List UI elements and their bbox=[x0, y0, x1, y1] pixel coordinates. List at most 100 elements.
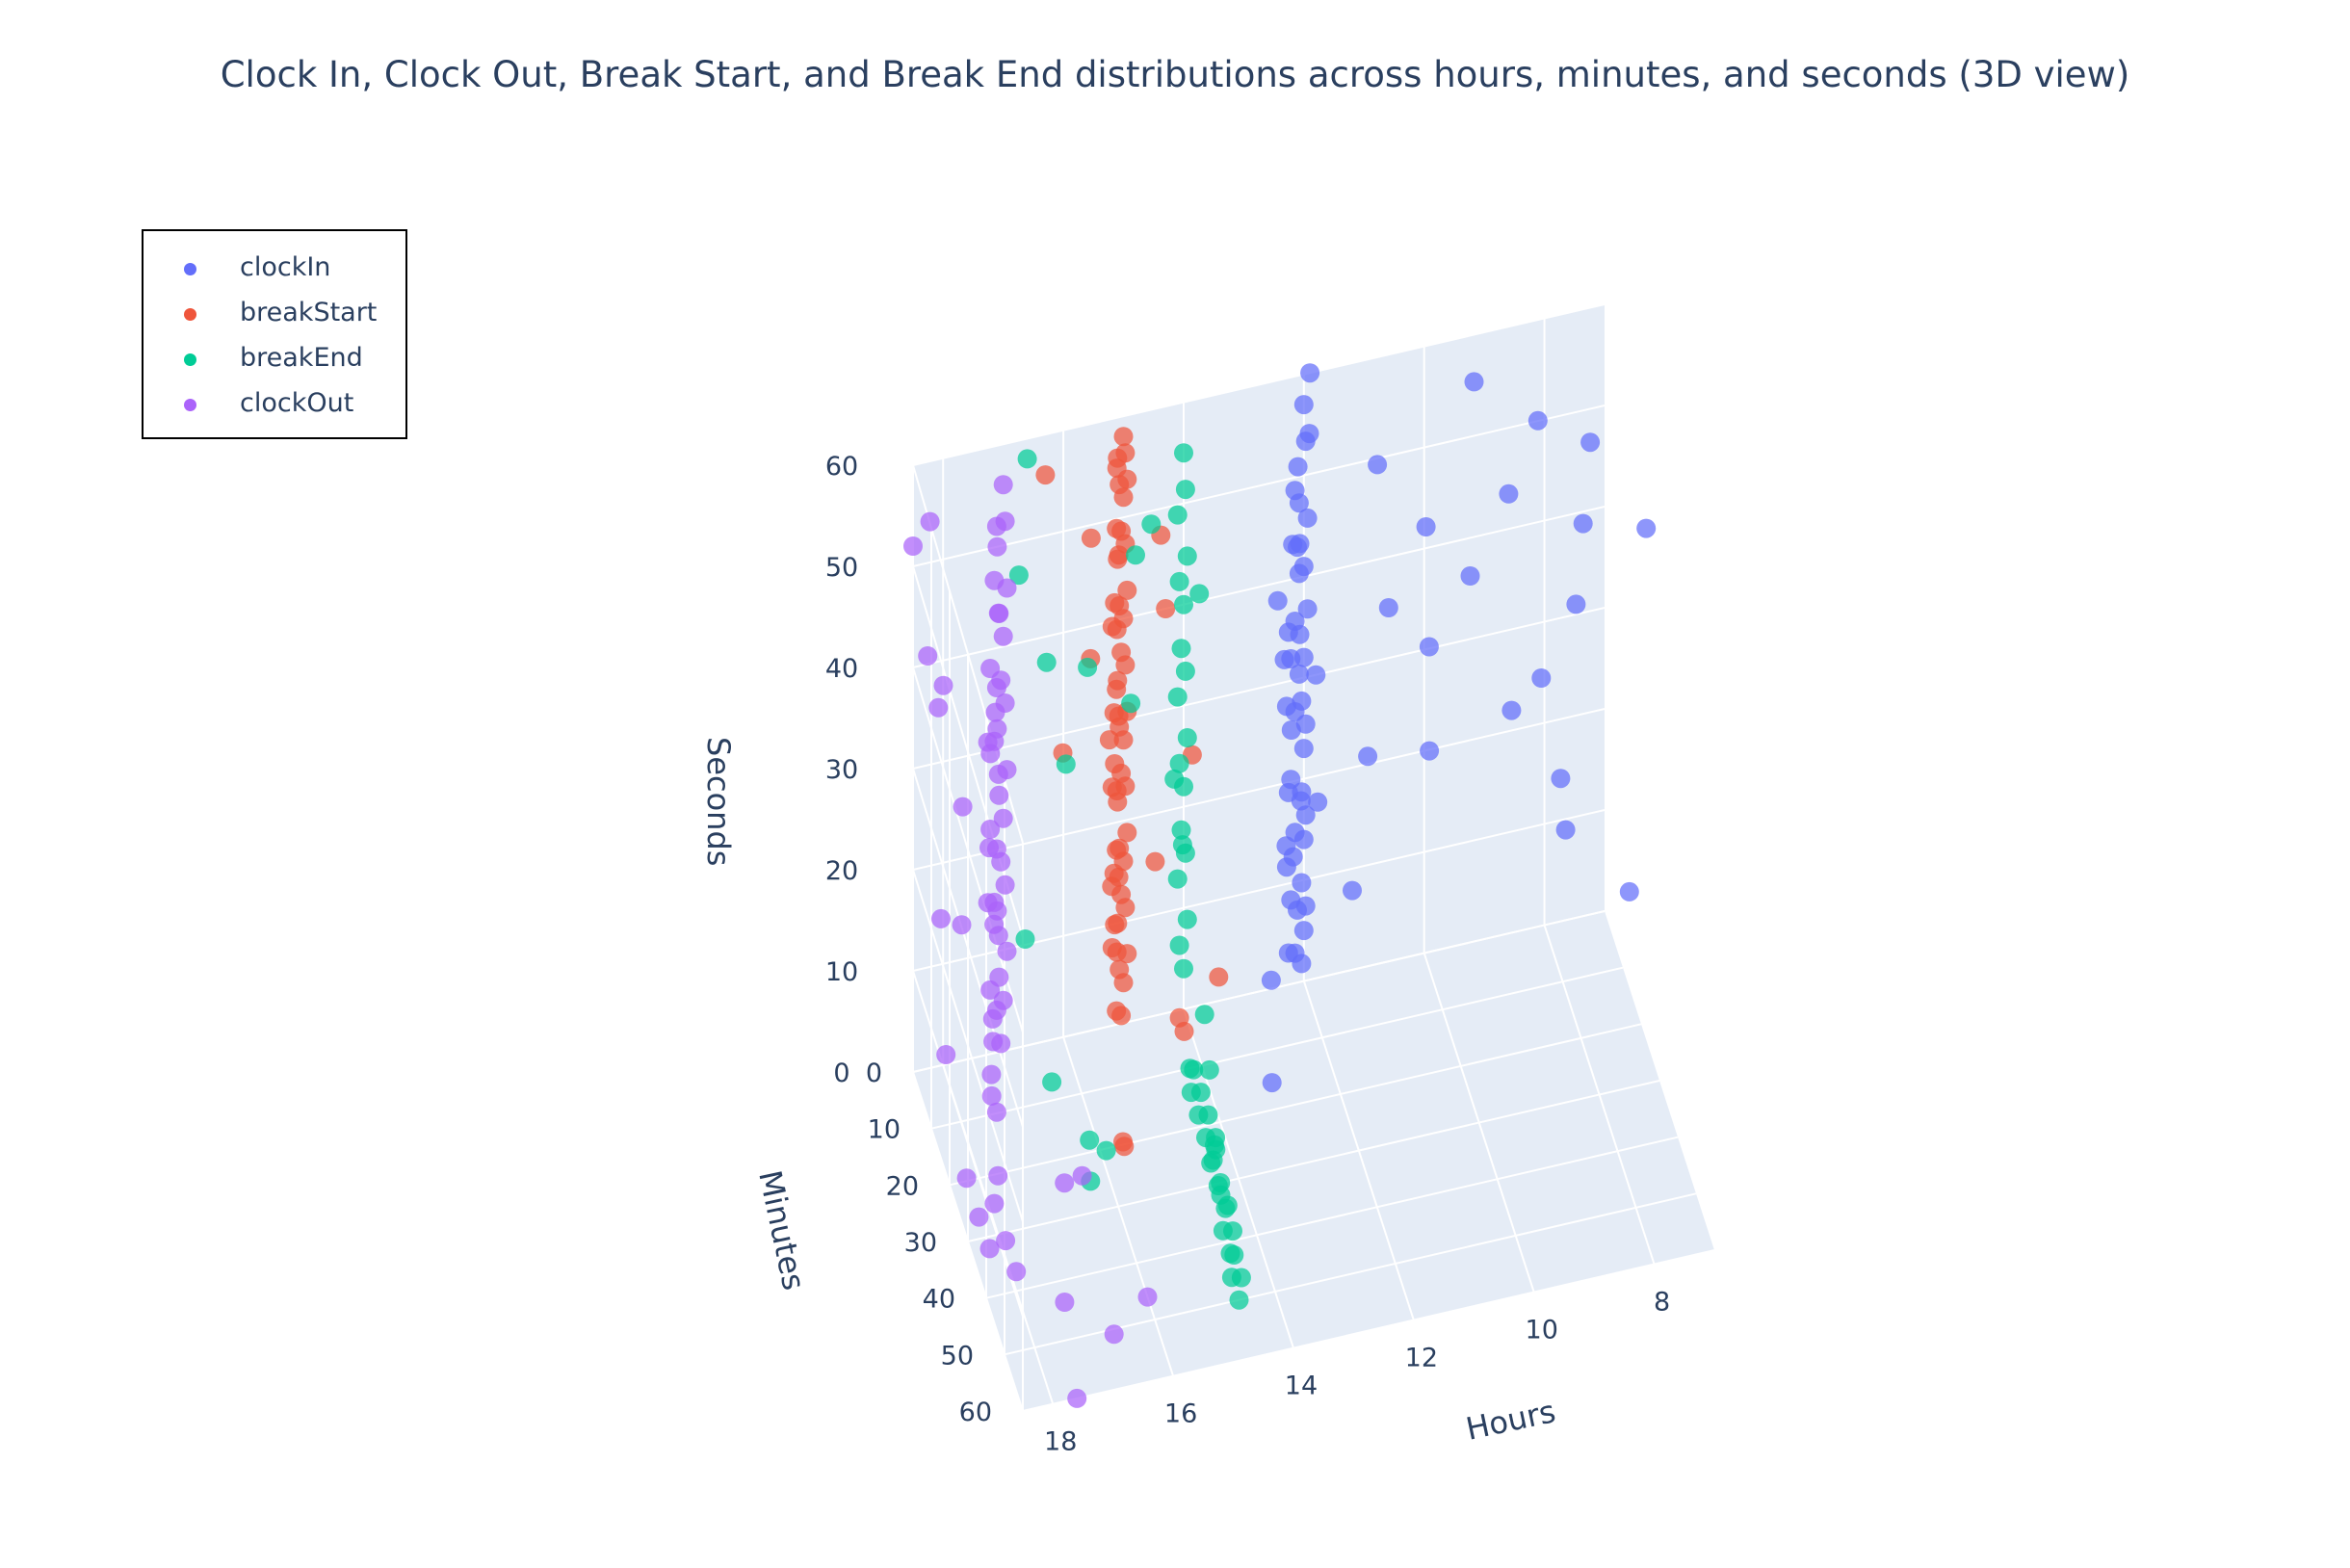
data-point-clockOut[interactable] bbox=[928, 697, 949, 718]
data-point-clockOut[interactable] bbox=[995, 875, 1015, 895]
data-point-breakStart[interactable] bbox=[1117, 580, 1137, 600]
data-point-breakEnd[interactable] bbox=[1177, 546, 1197, 566]
data-point-breakEnd[interactable] bbox=[1121, 693, 1141, 714]
data-point-breakEnd[interactable] bbox=[1167, 869, 1188, 889]
data-point-clockOut[interactable] bbox=[986, 516, 1006, 536]
data-point-clockIn[interactable] bbox=[1281, 720, 1301, 740]
data-point-breakEnd[interactable] bbox=[1194, 1005, 1214, 1025]
data-point-clockIn[interactable] bbox=[1580, 432, 1601, 453]
data-point-clockOut[interactable] bbox=[1072, 1165, 1092, 1186]
data-point-clockOut[interactable] bbox=[931, 908, 951, 928]
data-point-breakEnd[interactable] bbox=[1174, 594, 1193, 614]
data-point-clockIn[interactable] bbox=[1378, 598, 1398, 617]
data-point-breakEnd[interactable] bbox=[1171, 820, 1191, 840]
data-point-breakStart[interactable] bbox=[1107, 458, 1127, 479]
data-point-breakStart[interactable] bbox=[1115, 655, 1136, 675]
data-point-breakEnd[interactable] bbox=[1174, 958, 1193, 979]
data-point-breakEnd[interactable] bbox=[1223, 1221, 1242, 1241]
data-point-clockIn[interactable] bbox=[1281, 890, 1301, 910]
data-point-clockOut[interactable] bbox=[952, 915, 972, 935]
data-point-breakEnd[interactable] bbox=[1164, 769, 1185, 789]
data-point-clockIn[interactable] bbox=[1276, 857, 1296, 877]
data-point-clockOut[interactable] bbox=[969, 1207, 989, 1227]
data-point-breakEnd[interactable] bbox=[1017, 449, 1037, 469]
data-point-breakStart[interactable] bbox=[1109, 545, 1129, 565]
data-point-breakEnd[interactable] bbox=[1206, 1139, 1226, 1160]
data-point-clockOut[interactable] bbox=[1055, 1173, 1075, 1193]
data-point-breakEnd[interactable] bbox=[1189, 584, 1210, 604]
data-point-breakEnd[interactable] bbox=[1008, 565, 1029, 586]
data-point-clockIn[interactable] bbox=[1289, 664, 1309, 684]
data-point-breakEnd[interactable] bbox=[1175, 661, 1195, 681]
data-point-clockIn[interactable] bbox=[1278, 782, 1298, 802]
legend-item-breakend[interactable]: breakEnd bbox=[144, 341, 404, 379]
legend-item-breakstart[interactable]: breakStart bbox=[144, 296, 404, 334]
data-point-clockIn[interactable] bbox=[1297, 508, 1318, 528]
data-point-clockOut[interactable] bbox=[1067, 1388, 1087, 1408]
data-point-clockIn[interactable] bbox=[1299, 424, 1319, 444]
data-point-clockIn[interactable] bbox=[1297, 599, 1318, 619]
data-point-breakStart[interactable] bbox=[1102, 616, 1122, 637]
data-point-clockOut[interactable] bbox=[980, 980, 1001, 1000]
data-point-clockOut[interactable] bbox=[978, 893, 998, 913]
data-point-breakStart[interactable] bbox=[1102, 777, 1122, 797]
data-point-clockIn[interactable] bbox=[1276, 836, 1296, 856]
data-point-clockIn[interactable] bbox=[1528, 410, 1548, 431]
data-point-breakEnd[interactable] bbox=[1036, 652, 1057, 672]
data-point-clockIn[interactable] bbox=[1368, 455, 1388, 475]
data-point-clockIn[interactable] bbox=[1308, 792, 1328, 812]
data-point-breakStart[interactable] bbox=[1102, 938, 1122, 957]
data-point-clockOut[interactable] bbox=[989, 785, 1009, 805]
legend-item-clockin[interactable]: clockIn bbox=[144, 250, 404, 289]
data-point-breakEnd[interactable] bbox=[1172, 835, 1192, 855]
data-point-breakEnd[interactable] bbox=[1169, 935, 1189, 955]
data-point-clockIn[interactable] bbox=[1460, 566, 1480, 586]
data-point-breakEnd[interactable] bbox=[1174, 443, 1193, 463]
data-point-breakEnd[interactable] bbox=[1177, 728, 1197, 747]
data-point-breakStart[interactable] bbox=[1107, 840, 1127, 860]
data-point-clockOut[interactable] bbox=[980, 659, 1001, 678]
data-point-clockIn[interactable] bbox=[1292, 873, 1312, 893]
data-point-breakStart[interactable] bbox=[1117, 823, 1137, 843]
data-point-clockIn[interactable] bbox=[1416, 517, 1436, 536]
data-point-breakEnd[interactable] bbox=[1190, 1083, 1211, 1103]
data-point-breakEnd[interactable] bbox=[1078, 657, 1098, 677]
data-point-clockIn[interactable] bbox=[1619, 881, 1639, 902]
data-point-breakStart[interactable] bbox=[1113, 487, 1134, 508]
data-point-clockIn[interactable] bbox=[1261, 970, 1281, 990]
data-point-clockIn[interactable] bbox=[1531, 668, 1552, 688]
data-point-clockIn[interactable] bbox=[1293, 395, 1314, 415]
data-point-breakStart[interactable] bbox=[1107, 679, 1127, 699]
data-point-clockIn[interactable] bbox=[1274, 649, 1294, 669]
data-point-clockIn[interactable] bbox=[1276, 696, 1296, 717]
data-point-clockIn[interactable] bbox=[1343, 880, 1362, 901]
data-point-breakEnd[interactable] bbox=[1198, 1105, 1218, 1125]
data-point-breakStart[interactable] bbox=[1035, 465, 1056, 485]
data-point-clockOut[interactable] bbox=[986, 678, 1006, 697]
data-point-clockIn[interactable] bbox=[1555, 820, 1576, 840]
data-point-breakEnd[interactable] bbox=[1177, 909, 1197, 929]
data-point-clockOut[interactable] bbox=[993, 475, 1013, 495]
data-point-clockOut[interactable] bbox=[984, 570, 1005, 590]
data-point-breakStart[interactable] bbox=[1107, 1001, 1127, 1021]
data-point-clockOut[interactable] bbox=[986, 1102, 1006, 1122]
data-point-breakStart[interactable] bbox=[1102, 876, 1122, 897]
data-point-clockIn[interactable] bbox=[1267, 590, 1288, 611]
data-point-clockOut[interactable] bbox=[1055, 1293, 1075, 1312]
data-point-breakStart[interactable] bbox=[1169, 1007, 1189, 1028]
data-point-clockIn[interactable] bbox=[1419, 637, 1439, 657]
data-point-clockOut[interactable] bbox=[993, 808, 1013, 828]
data-point-breakStart[interactable] bbox=[1105, 915, 1125, 935]
data-point-clockIn[interactable] bbox=[1278, 622, 1298, 642]
data-point-breakEnd[interactable] bbox=[1229, 1290, 1249, 1310]
data-point-clockIn[interactable] bbox=[1636, 518, 1657, 538]
data-point-breakStart[interactable] bbox=[1115, 898, 1136, 918]
data-point-clockIn[interactable] bbox=[1293, 739, 1314, 759]
data-point-clockIn[interactable] bbox=[1288, 457, 1308, 477]
data-point-clockOut[interactable] bbox=[933, 675, 953, 695]
data-point-clockIn[interactable] bbox=[1566, 594, 1586, 614]
data-point-clockIn[interactable] bbox=[1262, 1073, 1282, 1093]
data-point-breakStart[interactable] bbox=[1107, 518, 1127, 538]
data-point-clockOut[interactable] bbox=[982, 1008, 1003, 1029]
